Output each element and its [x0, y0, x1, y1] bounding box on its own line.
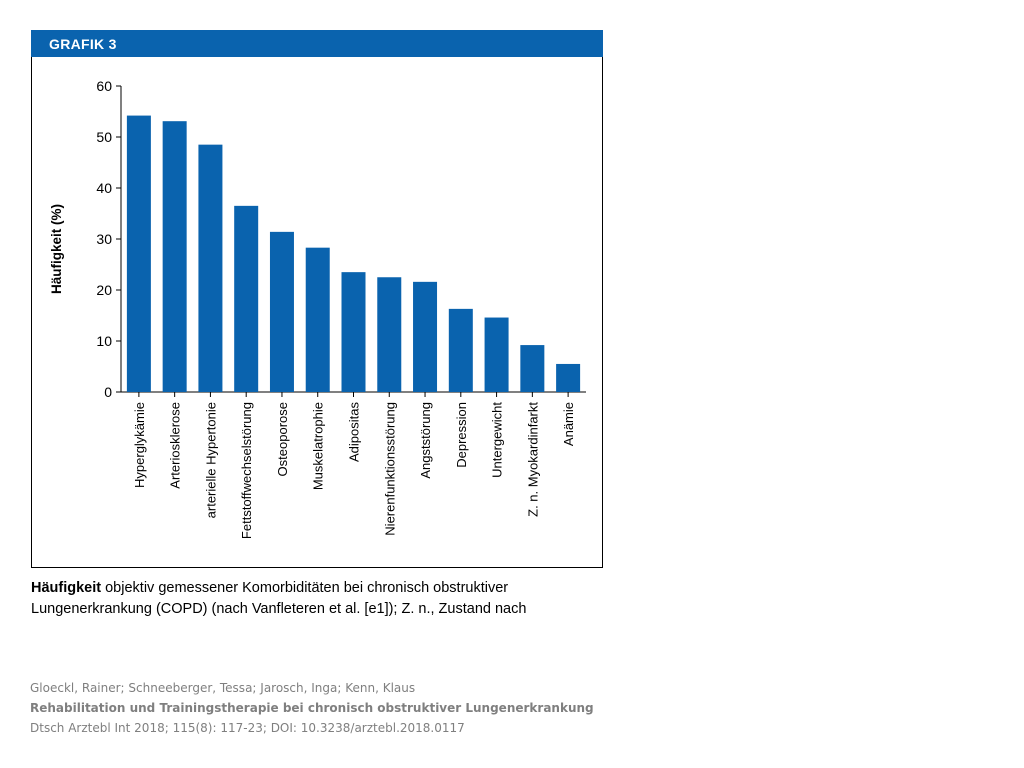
bar	[162, 121, 187, 392]
x-tick-label: Fettstoffwechselstörung	[239, 402, 254, 539]
bar	[413, 281, 438, 392]
bar-chart: 0 10 20 30 40 50 60 Häufigkeit (%) Hyperglykämie…	[49, 78, 586, 539]
x-tick-label: Depression	[454, 402, 469, 468]
x-tick-label: arterielle Hypertonie	[203, 402, 218, 518]
x-tick-label: Untergewicht	[490, 402, 505, 478]
y-tick-label: 0	[104, 384, 112, 400]
y-tick-label: 40	[96, 180, 112, 196]
citation-block: Gloeckl, Rainer; Schneeberger, Tessa; Ja…	[30, 678, 594, 738]
y-tick-label: 20	[96, 282, 112, 298]
figure-label: GRAFIK 3	[49, 36, 117, 52]
bar	[484, 317, 509, 392]
bar	[198, 144, 223, 392]
citation-source: Dtsch Arztebl Int 2018; 115(8): 117-23; …	[30, 721, 465, 735]
figure-caption: Häufigkeit objektiv gemessener Komorbidi…	[31, 578, 611, 620]
bar	[448, 308, 473, 392]
bar	[556, 363, 581, 392]
x-tick-label: Arteriosklerose	[168, 402, 183, 489]
figure-banner: GRAFIK 3	[31, 30, 603, 57]
bar	[377, 277, 402, 392]
x-tick-label: Osteoporose	[275, 402, 290, 476]
bar	[520, 345, 545, 392]
bar	[234, 205, 259, 392]
y-axis-label: Häufigkeit (%)	[49, 204, 64, 294]
caption-text: objektiv gemessener Komorbiditäten bei c…	[31, 580, 527, 617]
x-tick-label: Hyperglykämie	[132, 402, 147, 488]
bar	[126, 115, 151, 392]
bar	[341, 272, 366, 392]
x-tick-label: Nierenfunktionsstörung	[382, 402, 397, 536]
citation-title: Rehabilitation und Trainingstherapie bei…	[30, 701, 594, 715]
bar	[269, 231, 294, 392]
x-tick-label: Z. n. Myokardinfarkt	[525, 402, 540, 517]
y-tick-label: 30	[96, 231, 112, 247]
citation-authors: Gloeckl, Rainer; Schneeberger, Tessa; Ja…	[30, 681, 416, 695]
x-tick-label: Muskelatrophie	[311, 402, 326, 490]
y-tick-label: 10	[96, 333, 112, 349]
x-tick-label: Adipositas	[347, 402, 362, 462]
y-tick-label: 50	[96, 129, 112, 145]
caption-lead: Häufigkeit	[31, 580, 102, 596]
x-tick-label: Angststörung	[418, 402, 433, 479]
bar	[305, 247, 330, 392]
y-tick-label: 60	[96, 78, 112, 94]
x-tick-label: Anämie	[561, 402, 576, 446]
